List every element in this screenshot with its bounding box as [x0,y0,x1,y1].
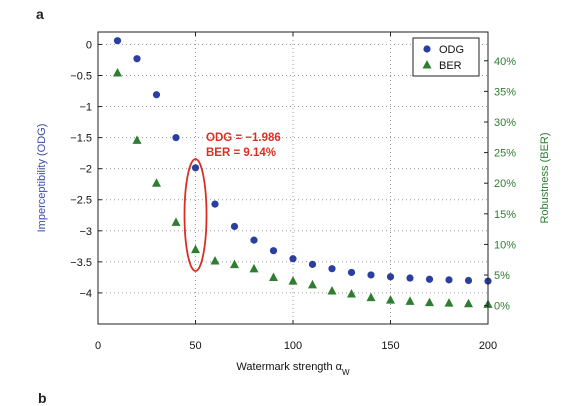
y2-tick-label: 35% [494,86,516,98]
y-axis-label: Imperceptibility (ODG) [36,124,48,233]
legend-odg-marker [423,45,431,53]
ber-point [347,289,356,298]
ber-point [171,217,181,226]
ber-point [152,178,161,187]
y2-tick-label: 0% [494,301,510,313]
ber-point [386,295,395,304]
legend-odg-label: ODG [439,44,464,56]
y2-tick-label: 15% [494,209,516,221]
y2-tick-label: 30% [494,117,516,129]
y-tick-label: −1 [79,102,92,114]
odg-point [133,55,141,63]
legend-box [412,37,480,77]
y-tick-label: −2.5 [70,195,92,207]
annotation: ODG = −1.986 BER = 9.14% [183,132,281,272]
x-tick-label: 100 [284,340,302,352]
ber-point [308,279,317,289]
ber-point [366,292,376,302]
odg-point [269,247,278,255]
legend: ODG BER [412,37,480,77]
odg-point [425,275,434,283]
odg-point [308,260,317,268]
y-tick-label: −3.5 [70,257,92,269]
odg-point [367,271,375,279]
ber-point [288,276,298,285]
legend-ber-marker [422,60,432,69]
y-tick-label: 0 [86,39,92,51]
y2-tick-label: 5% [494,270,510,282]
ber-point [249,263,259,273]
panel-label-a: a [36,6,44,22]
y-tick-label: −4 [79,288,92,300]
odg-point [347,268,356,277]
y-tick-label: −3 [79,226,92,238]
y-tick-label: −2 [79,164,92,176]
ber-point [191,244,200,254]
odg-point [386,273,395,281]
ber-point [132,135,142,144]
y2-tick-label: 25% [494,148,516,160]
ber-point [405,296,415,305]
ber-point [113,68,122,77]
legend-ber-label: BER [439,60,462,72]
ber-point [230,259,239,269]
x-tick-label: 200 [479,340,497,352]
ber-point [327,285,337,295]
ber-series [113,68,493,308]
y-tick-label: −0.5 [70,70,92,82]
annotation-text: ODG = −1.986 [206,132,281,144]
odg-point [191,164,200,172]
y2-tick-label: 40% [494,56,516,68]
odg-series [113,37,492,285]
odg-point [113,37,122,45]
odg-point [445,276,453,284]
ber-point [210,255,220,265]
odg-point [406,274,414,282]
x-axis-label: Watermark strength αW [236,361,350,377]
odg-point [230,222,239,231]
x-tick-label: 50 [189,340,201,352]
odg-point [328,265,336,273]
ber-point [269,272,278,281]
axes: 0 50 100 150 200 0 −0.5 −1 −1.5 −2 −2.5 −3 −3.5 −4 0% 5… [36,31,551,377]
x-tick-label: 0 [95,340,101,352]
ber-point [464,298,473,308]
x-axis-label-subscript: W [342,368,350,377]
x-tick-label: 150 [381,340,399,352]
odg-point [172,134,180,142]
odg-point [250,236,258,244]
y2-axis-label: Robustness (BER) [539,132,551,223]
ber-point [425,297,434,307]
annotation-text: BER = 9.14% [206,147,276,159]
odg-point [152,91,161,99]
ber-point [444,298,454,307]
y2-tick-label: 20% [494,178,516,190]
odg-point [464,276,473,285]
panel-label-b: b [38,390,47,406]
odg-point [289,255,297,263]
y2-tick-label: 10% [494,239,516,251]
y-tick-label: −1.5 [70,133,92,145]
odg-point [211,200,219,208]
highlight-ellipse [183,158,208,272]
